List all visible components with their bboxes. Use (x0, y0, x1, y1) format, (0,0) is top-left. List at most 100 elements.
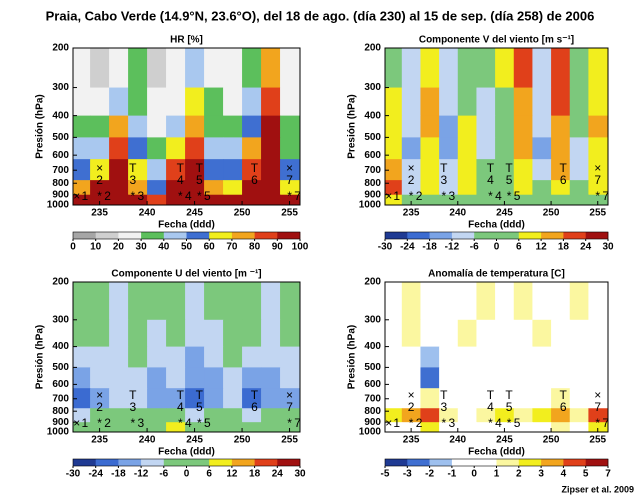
heat-cell (204, 346, 224, 368)
heat-cell (401, 367, 421, 389)
heat-cell (439, 87, 459, 117)
heat-cell (457, 137, 477, 160)
heat-cell (147, 319, 167, 348)
wave-symbol: * (409, 416, 414, 430)
heat-cell (457, 319, 477, 348)
colorbar-label: 3 (538, 469, 544, 480)
wave-label: 7 (602, 416, 609, 430)
wave-symbol: T (177, 388, 185, 402)
heat-cell (223, 159, 243, 181)
wave-symbol: * (97, 189, 102, 203)
colorbar-swatch (429, 459, 453, 466)
wave-label: 3 (440, 173, 447, 187)
heat-cell (147, 422, 167, 432)
colorbar-label: 0 (471, 469, 477, 480)
heat-cell (185, 137, 205, 160)
heat-cell (147, 346, 167, 368)
wave-label: 5 (506, 173, 513, 187)
heat-cell (166, 87, 186, 117)
colorbar-swatch (518, 459, 542, 466)
heat-cell (128, 282, 148, 321)
heat-cell (128, 422, 148, 432)
heat-cell (223, 87, 243, 117)
y-tick-label: 700 (52, 165, 69, 176)
heat-cell (420, 367, 440, 389)
wave-label: 4 (487, 400, 494, 414)
heatmap (385, 48, 608, 205)
heat-cell (495, 180, 515, 196)
colorbar-label: -6 (470, 242, 479, 253)
wave-label: 1 (81, 189, 88, 203)
wave-label: 2 (408, 400, 415, 414)
wave-label: 4 (177, 173, 184, 187)
heat-cell (280, 319, 300, 348)
heat-cell (385, 194, 403, 205)
heat-cell (420, 282, 440, 321)
heat-cell (223, 408, 243, 423)
wave-symbol: * (197, 189, 202, 203)
heat-cell (513, 87, 533, 117)
heat-cell (532, 367, 552, 389)
colorbar-swatch (496, 232, 520, 239)
heat-cell (401, 388, 421, 409)
heat-cell (439, 319, 459, 348)
heat-cell (185, 408, 205, 423)
colorbar-swatch (451, 459, 475, 466)
heat-cell (513, 282, 533, 321)
colorbar-label: 12 (226, 469, 238, 480)
heat-cell (73, 180, 91, 196)
heat-cell (551, 408, 571, 423)
heat-cell (476, 282, 496, 321)
heat-cell (588, 115, 608, 138)
colorbar-swatch (95, 459, 119, 466)
heat-cell (90, 408, 110, 423)
heat-cell (242, 346, 262, 368)
heat-cell (223, 180, 243, 196)
heat-cell (439, 180, 459, 196)
wave-symbol: × (286, 388, 293, 402)
heat-cell (513, 159, 533, 181)
heat-cell (223, 367, 243, 389)
heat-cell (109, 388, 129, 409)
heat-cell (147, 194, 167, 205)
heat-cell (147, 48, 167, 89)
heat-cell (385, 159, 403, 181)
colorbar-label: -1 (447, 469, 456, 480)
colorbar-label: -24 (88, 469, 103, 480)
wave-label: 5 (506, 400, 513, 414)
plot-frame (72, 281, 301, 433)
heat-cell (495, 282, 515, 321)
y-tick-label: 300 (364, 82, 381, 93)
x-axis-label: Fecha (ddd) (158, 220, 215, 231)
heat-cell (204, 319, 224, 348)
y-tick-label: 700 (364, 165, 381, 176)
heat-cell (204, 137, 224, 160)
heat-cell (109, 408, 129, 423)
colorbar-label: 6 (206, 469, 212, 480)
heat-cell (439, 137, 459, 160)
wave-symbol: T (196, 161, 204, 175)
heat-cell (185, 48, 205, 89)
y-tick-label: 400 (52, 341, 69, 352)
heat-cell (551, 87, 571, 117)
heat-cell (185, 115, 205, 138)
colorbar-label: 1 (494, 469, 500, 480)
wave-label: 5 (204, 189, 211, 203)
heat-cell (532, 137, 552, 160)
heat-cell (242, 180, 262, 196)
wave-symbol: * (507, 189, 512, 203)
colorbar-swatch (141, 232, 165, 239)
heat-cell (420, 346, 440, 368)
heatmap (385, 282, 608, 432)
heat-cell (166, 180, 186, 196)
heat-cell (128, 388, 148, 409)
heat-cell (128, 137, 148, 160)
heat-cell (242, 194, 262, 205)
heat-cell (551, 159, 571, 181)
x-tick-label: 255 (281, 208, 298, 219)
heat-cell (495, 408, 515, 423)
colorbar-swatch (518, 232, 542, 239)
heat-cell (495, 388, 515, 409)
heat-cell (90, 159, 110, 181)
heat-cell (280, 48, 300, 89)
